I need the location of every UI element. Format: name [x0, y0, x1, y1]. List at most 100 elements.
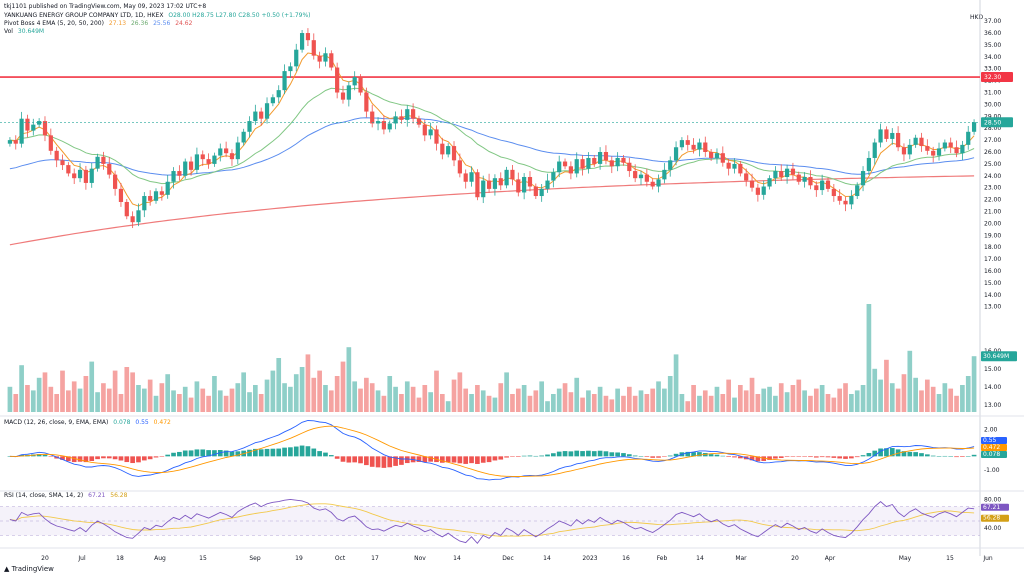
macd-histogram-bar: [656, 456, 661, 458]
volume-bar: [95, 392, 100, 412]
price-tick-label: 31.00: [984, 90, 1001, 97]
candle-body: [866, 157, 872, 172]
candle-body: [936, 148, 942, 156]
volume-bar: [439, 394, 445, 412]
candle-body: [539, 188, 544, 197]
candle-body: [744, 173, 749, 181]
candle-body: [101, 156, 106, 164]
volume-bar: [77, 388, 83, 412]
macd-legend[interactable]: MACD (12, 26, close, 9, EMA, EMA) 0.078 …: [4, 419, 174, 426]
rsi-label: RSI (14, close, SMA, 14, 2): [4, 492, 84, 499]
candle-body: [19, 118, 24, 144]
macd-histogram-bar: [650, 456, 656, 458]
candle-body: [732, 163, 737, 169]
macd-histogram-bar: [299, 445, 305, 457]
macd-histogram-bar: [101, 456, 106, 459]
macd-histogram-bar: [738, 456, 743, 459]
volume-legend[interactable]: Vol 30.649M: [4, 28, 47, 35]
volume-bar: [556, 388, 562, 412]
volume-bar: [206, 395, 211, 412]
macd-histogram-bar: [545, 454, 550, 457]
candle-body: [440, 143, 445, 155]
candle-body: [276, 90, 281, 98]
volume-bar: [328, 390, 334, 412]
macd-histogram-bar: [387, 456, 393, 468]
pivot-ema-legend[interactable]: Pivot Boss 4 EMA (5, 20, 50, 200) 27.13 …: [4, 20, 195, 27]
candle-body: [411, 109, 416, 119]
volume-bar: [702, 390, 708, 412]
macd-histogram-bar: [930, 455, 936, 457]
macd-histogram-bar: [451, 456, 457, 463]
volume-bar: [241, 372, 246, 412]
macd-histogram-bar: [773, 456, 778, 459]
rsi-legend[interactable]: RSI (14, close, SMA, 14, 2) 67.21 56.28: [4, 492, 130, 499]
macd-histogram-bar: [229, 451, 235, 457]
macd-histogram-bar: [971, 454, 977, 457]
price-tick-label: 25.00: [984, 161, 1001, 168]
volume-tick-label: 13.00: [984, 402, 1001, 409]
macd-histogram-bar: [83, 456, 89, 463]
candle-body: [463, 173, 468, 182]
volume-bar: [954, 395, 959, 412]
candle-body: [516, 179, 521, 193]
volume-bar: [714, 386, 720, 412]
macd-histogram-bar: [539, 455, 545, 457]
volume-bar: [562, 383, 568, 412]
volume-bar: [679, 394, 685, 412]
macd-histogram-bar: [334, 456, 340, 459]
candle-body: [206, 159, 211, 164]
rsi-value: 67.21: [88, 492, 106, 499]
volume-bar: [317, 370, 322, 412]
volume-bar: [416, 397, 422, 412]
macd-value-badge-label: 0.472: [983, 444, 1000, 451]
x-axis-label: 16: [622, 555, 630, 562]
candle-body: [913, 137, 918, 145]
x-axis-label: 15: [199, 555, 207, 562]
price-tick-label: 13.00: [984, 304, 1001, 311]
x-axis-label: 18: [116, 555, 124, 562]
candle-body: [562, 161, 568, 167]
symbol-legend-row: YANKUANG ENERGY GROUP COMPANY LTD, 1D, H…: [4, 12, 314, 19]
candle-body: [253, 111, 258, 122]
macd-histogram-bar: [124, 456, 130, 463]
x-axis-label: May: [899, 555, 912, 562]
volume-bar: [901, 374, 907, 412]
rsi-ma-value: 56.28: [110, 492, 128, 499]
volume-bar: [615, 388, 620, 412]
candle-body: [364, 92, 369, 112]
candle-body: [714, 153, 720, 158]
candle-body: [352, 77, 357, 86]
candle-body: [183, 161, 188, 176]
volume-bar: [591, 394, 597, 412]
volume-bar: [19, 365, 24, 412]
candle-body: [522, 176, 527, 193]
volume-bar: [831, 397, 837, 412]
volume-bar: [732, 397, 737, 412]
candle-body: [481, 180, 486, 198]
macd-histogram-bar: [568, 451, 574, 457]
macd-signal-line: [9, 425, 975, 477]
volume-bar: [194, 381, 200, 412]
volume-bar: [743, 390, 749, 412]
volume-bar: [685, 401, 691, 412]
candle-body: [259, 111, 264, 119]
volume-bar: [878, 379, 883, 412]
candle-body: [673, 147, 679, 161]
ema200-line: [9, 175, 975, 246]
candle-body: [294, 49, 299, 67]
candle-body: [77, 169, 83, 179]
x-axis-label: Mar: [735, 555, 747, 562]
volume-bar: [217, 390, 223, 412]
symbol-name[interactable]: YANKUANG ENERGY GROUP COMPANY LTD, 1D, H…: [4, 12, 164, 19]
macd-histogram-bar: [591, 451, 597, 457]
volume-bar: [463, 388, 469, 412]
volume-bar: [597, 386, 603, 412]
price-tick-label: 24.00: [984, 173, 1001, 180]
volume-bar: [475, 385, 480, 412]
volume-bar: [708, 395, 714, 412]
macd-histogram-bar: [439, 456, 445, 463]
ema20-line: [9, 87, 975, 186]
ema20-value: 26.36: [130, 20, 149, 27]
last-volume-badge: [981, 351, 1017, 362]
